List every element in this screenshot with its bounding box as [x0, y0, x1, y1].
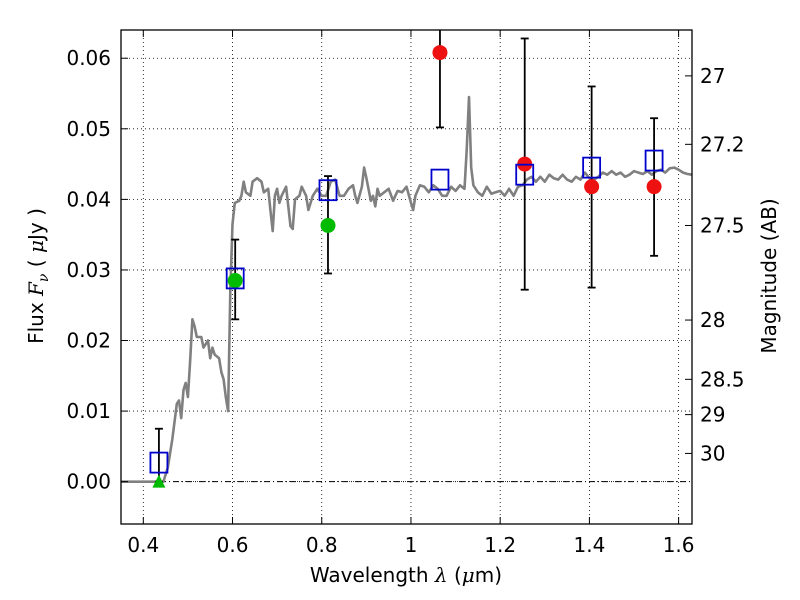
detection-point — [320, 217, 336, 233]
x-tick-label: 1.2 — [484, 533, 516, 557]
x-tick-label: 0.4 — [127, 533, 159, 557]
low_significance-point — [584, 179, 600, 195]
x-tick-label: 1 — [405, 533, 418, 557]
y-tick-label: 0.00 — [66, 470, 111, 494]
model-sed-line — [121, 95, 693, 484]
y-tick-label: 0.04 — [66, 187, 111, 211]
x-tick-label: 0.6 — [217, 533, 249, 557]
y2-axis-ticks: 27 27.2 27.5 28 28.5 29 30 — [685, 64, 745, 465]
low_significance-point — [432, 45, 448, 61]
y2-tick-label: 30 — [700, 441, 725, 465]
model-photometry-square — [225, 267, 245, 290]
model-photometry-square — [582, 156, 602, 179]
y2-tick-label: 27 — [700, 64, 725, 88]
x-tick-label: 1.4 — [573, 533, 605, 557]
y-tick-label: 0.05 — [66, 117, 111, 141]
y-axis-title: Flux Fν ( μJy ) — [24, 208, 52, 344]
low_significance-point — [646, 179, 662, 195]
y-tick-label: 0.03 — [66, 258, 111, 282]
model-photometry-square — [149, 451, 169, 474]
x-axis-title: Wavelength λ (μm) — [310, 563, 502, 587]
y2-tick-label: 27.5 — [700, 213, 745, 237]
y2-axis-title: Magnitude (AB) — [757, 198, 781, 353]
y-tick-label: 0.02 — [66, 329, 111, 353]
plot-frame — [120, 29, 693, 525]
x-tick-label: 0.8 — [306, 533, 338, 557]
y2-tick-label: 28 — [700, 308, 725, 332]
model-photometry-square — [515, 163, 535, 186]
x-axis-ticks: 0.4 0.6 0.8 1 1.2 1.4 1.6 — [127, 30, 695, 557]
model-photometry-square — [318, 179, 338, 202]
y2-tick-label: 29 — [700, 403, 725, 427]
x-tick-label: 1.6 — [663, 533, 695, 557]
model-photometry-square — [644, 149, 664, 172]
grid — [121, 30, 692, 524]
y2-tick-label: 28.5 — [700, 367, 745, 391]
y2-tick-label: 27.2 — [700, 132, 745, 156]
y-tick-label: 0.01 — [66, 399, 111, 423]
y-tick-label: 0.06 — [66, 46, 111, 70]
upper-limit-triangle — [152, 474, 166, 488]
y-axis-ticks: 0.00 0.01 0.02 0.03 0.04 0.05 0.06 — [66, 46, 128, 494]
model-photometry-square — [430, 168, 450, 191]
data-points — [149, 45, 664, 488]
detection-point — [227, 273, 243, 289]
